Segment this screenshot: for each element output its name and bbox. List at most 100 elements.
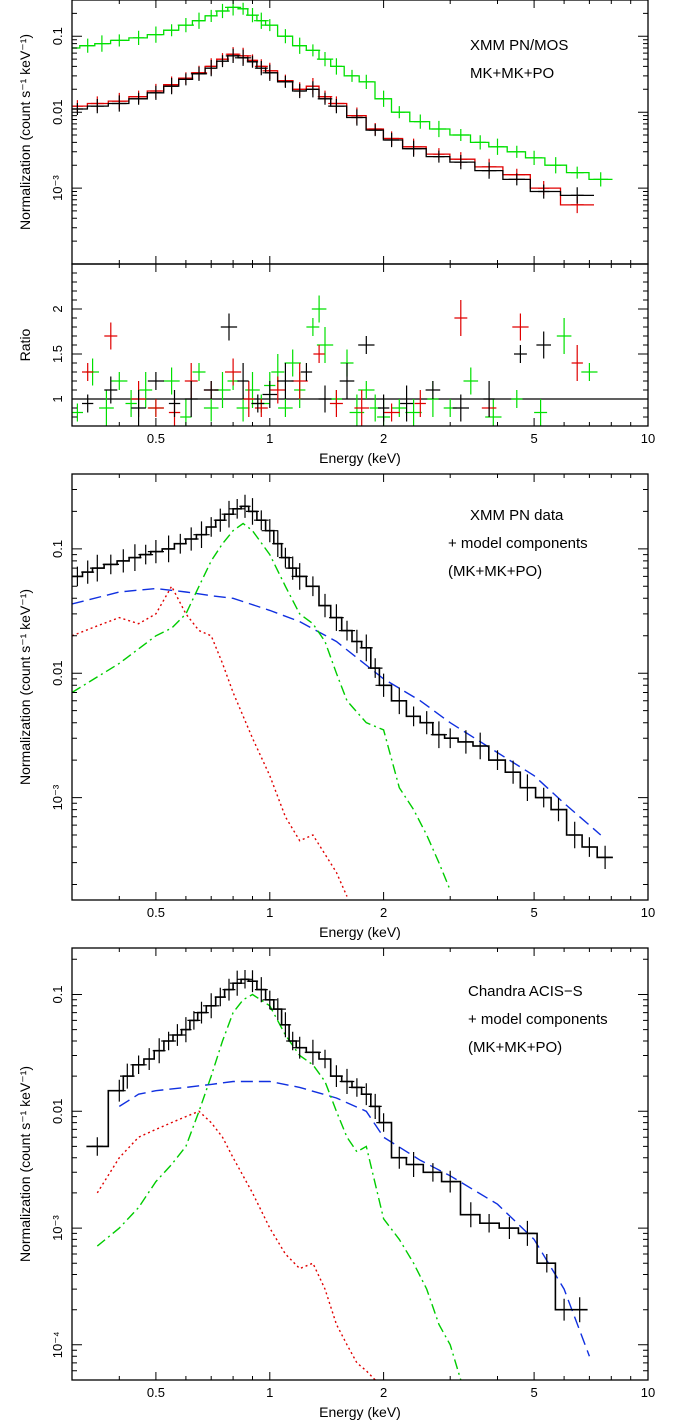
panel-p3-data-point xyxy=(229,499,246,519)
panel-p3-data-point xyxy=(272,530,284,557)
panel-p3-data-point xyxy=(351,629,363,654)
panel-p1-series-2-point xyxy=(368,124,382,137)
panel-p2-series-2-point xyxy=(514,345,527,363)
panel-p3-component-1 xyxy=(72,584,348,897)
panel-p3-ytick-label: 10⁻³ xyxy=(50,784,65,810)
panel-p1-ytick-label: 0.01 xyxy=(50,100,65,125)
panel-p3-data-point xyxy=(367,658,383,678)
panel-p2-series-2-point xyxy=(339,363,355,399)
panel-p3-data-point xyxy=(521,774,534,801)
panel-p2-series-0-point xyxy=(534,399,548,426)
panel-p4-xtick-label: 10 xyxy=(641,1385,655,1400)
panel-p1-series-0-point xyxy=(305,44,321,57)
panel-p1-series-0-point xyxy=(375,90,392,107)
panel-p3-xtick-label: 0.5 xyxy=(147,905,165,920)
panel-p4-data-point xyxy=(203,993,220,1019)
panel-p2-series-0-point xyxy=(139,372,153,408)
panel-p2-series-2-point xyxy=(82,394,94,413)
panel-p1-series-2-point xyxy=(150,85,162,100)
panel-p2-series-2-point xyxy=(104,376,118,404)
panel-p1-series-2-point xyxy=(351,109,363,126)
panel-chandra-model-frame xyxy=(71,947,649,1381)
panel-p1-series-2-point xyxy=(234,49,252,66)
panel-p2-series-1-point xyxy=(104,322,118,350)
panel-p2-series-0-point xyxy=(125,390,137,417)
panel-p2-series-0-point xyxy=(511,390,523,408)
panel-p2-series-1-point xyxy=(354,390,369,426)
panel-p1-series-0-point xyxy=(316,52,334,67)
panel-ratio-ylabel: Ratio xyxy=(17,328,33,361)
panel-p4-data-point xyxy=(187,1011,201,1030)
panel-p2-series-0-point xyxy=(163,367,180,395)
panel-p3-data-point xyxy=(536,787,551,808)
panel-p4-data-point xyxy=(368,1093,382,1119)
panel-p1-series-2-point xyxy=(384,132,399,148)
panel-p4-data-point xyxy=(558,1298,570,1321)
panel-xmm-pn-model-annotation-3: (MK+MK+PO) xyxy=(448,563,542,580)
panel-p3-data-point xyxy=(307,576,319,597)
panel-p2-series-1-point xyxy=(147,399,164,417)
panel-p1-ytick-label: 10⁻³ xyxy=(50,175,65,201)
panel-p4-ytick-label: 10⁻³ xyxy=(50,1215,65,1241)
panel-p2-series-1-point xyxy=(512,313,529,341)
panel-chandra-model-ylabel: Normalization (count s⁻¹ keV⁻¹) xyxy=(17,1066,33,1262)
panel-p3-xtick-label: 10 xyxy=(641,905,655,920)
panel-p3-data-point xyxy=(205,517,217,537)
panel-p2-series-2-point xyxy=(358,336,375,354)
panel-p1-series-2-point xyxy=(454,155,468,170)
panel-p3-data-point xyxy=(183,527,199,551)
panel-p2-series-0-point xyxy=(284,349,301,377)
panel-p3-data-point xyxy=(550,798,567,822)
panel-chandra-model: 0.1 0.01 10⁻³ 10⁻⁴ 0.5 1 2 5 10 Normalization (c… xyxy=(17,947,655,1420)
panel-p2-series-0-point xyxy=(485,399,502,426)
panel-p4-data-point xyxy=(130,1055,147,1074)
panel-p2-series-2-point xyxy=(400,385,414,422)
panel-p1-series-2-point xyxy=(538,184,550,199)
panel-xmm-pn-model: 0.1 0.01 10⁻³ 0.5 1 2 5 10 Normalization (count… xyxy=(17,473,655,940)
panel-p1-series-2-point xyxy=(254,61,268,76)
panel-p3-data-point xyxy=(569,821,581,849)
panel-p2-series-2-point xyxy=(277,363,294,399)
panel-p1-series-2-point xyxy=(130,92,147,105)
panel-p1-plot-area xyxy=(72,0,613,214)
panel-p4-data-point xyxy=(112,1079,126,1102)
panel-chandra-model-xlabel: Energy (keV) xyxy=(319,1404,401,1420)
panel-p2-series-2-point xyxy=(483,381,495,417)
panel-p2-series-2-point xyxy=(536,331,551,359)
panel-p1-series-0-point xyxy=(204,9,218,22)
panel-p3-data-point xyxy=(102,554,119,575)
panel-xmm-pn-model-ylabel: Normalization (count s⁻¹ keV⁻¹) xyxy=(17,589,33,785)
panel-p4-data-point xyxy=(222,978,236,1001)
panel-p1-series-2-point xyxy=(225,48,241,63)
panel-p1-series-2-point xyxy=(277,75,294,88)
panel-p1-series-0-point xyxy=(149,26,163,43)
panel-p2-series-2-point xyxy=(262,381,278,408)
panel-p4-data-point xyxy=(407,1152,420,1177)
panel-xmm-pn-model-annotation-1: XMM PN data xyxy=(470,507,564,524)
panel-p3-data-point xyxy=(81,560,95,584)
panel-p3-ytick-label: 0.1 xyxy=(50,540,65,558)
panel-p3-data-point xyxy=(246,498,259,525)
panel-p3-data-point xyxy=(359,634,373,662)
panel-p2-series-2-point xyxy=(300,363,313,381)
panel-p2-xtick-label: 5 xyxy=(530,431,537,446)
panel-p2-series-2-point xyxy=(203,381,219,399)
panel-p2-series-2-point xyxy=(131,390,146,426)
panel-p3-data-point xyxy=(239,494,251,518)
panel-p2-series-2-point xyxy=(184,381,198,417)
panel-p2-series-2-point xyxy=(220,313,238,341)
panel-p1-series-0-point xyxy=(570,166,584,179)
panel-p3-data-point xyxy=(430,721,447,749)
panel-xmm-pn-mos-marks xyxy=(72,0,613,214)
panel-p2-series-1-point xyxy=(291,363,308,399)
panel-p2-series-0-point xyxy=(278,399,293,417)
panel-p4-data-point xyxy=(161,1031,176,1051)
panel-ratio-marks xyxy=(72,295,648,426)
panel-p1-series-2-point xyxy=(317,92,333,105)
panel-p3-data-point xyxy=(221,500,237,528)
panel-p2-series-1-point xyxy=(571,345,583,381)
panel-p2-series-0-point xyxy=(392,399,407,417)
panel-p4-data-point xyxy=(520,1220,535,1246)
panel-p3-data-point xyxy=(407,706,421,727)
panel-p3-data-point xyxy=(597,845,613,869)
